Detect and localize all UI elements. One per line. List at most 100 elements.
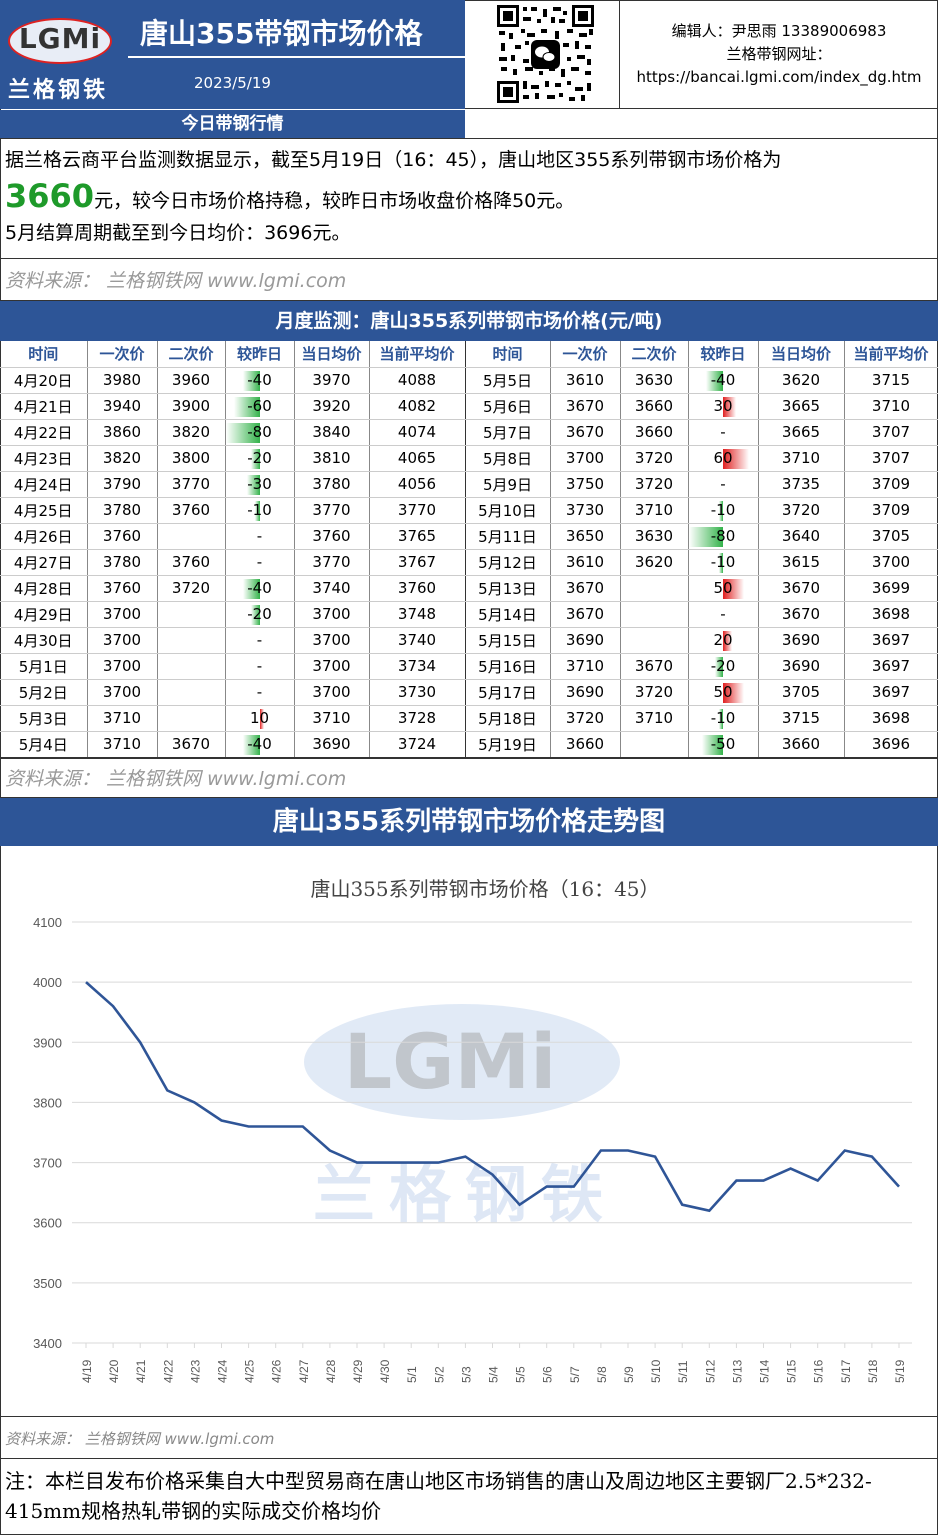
table-cell: 3665 [758, 393, 845, 420]
decrease-bar [246, 474, 260, 495]
table-cell [157, 601, 226, 628]
column-header: 当日均价 [758, 341, 845, 368]
source-note: 资料来源： 兰格钢铁网 www.lgmi.com [5, 270, 347, 292]
change-value: 20 [713, 631, 733, 649]
column-header: 一次价 [550, 341, 621, 368]
table-cell [157, 523, 226, 550]
change-cell: - [688, 471, 759, 498]
y-tick-label: 3400 [33, 1336, 62, 1351]
x-tick-label: 4/27 [297, 1359, 311, 1383]
table-cell: 3860 [87, 419, 158, 446]
change-value: -10 [247, 501, 272, 519]
table-cell [620, 731, 689, 758]
decrease-bar [689, 526, 723, 547]
today-summary: 据兰格云商平台监测数据显示，截至5月19日（16：45），唐山地区355系列带钢… [5, 144, 930, 249]
table-cell: 5月8日 [465, 445, 551, 472]
y-tick-label: 3600 [33, 1216, 62, 1231]
price-trend-chart: 唐山355系列带钢市场价格（16：45） LGMi 兰格钢铁 3400 3500 3… [33, 877, 912, 1383]
table-cell: 5月1日 [0, 653, 88, 680]
table-cell: 3760 [157, 497, 226, 524]
table-row: 4月20日 3980 3960 -40 3970 4088 5月5日 3610 3630 -40 3… [0, 367, 938, 394]
header-separator [619, 0, 620, 109]
column-header: 较昨日 [688, 341, 759, 368]
table-row: 5月2日 3700-3700 3730 5月17日 3690 3720 50 3705 3697 [0, 679, 938, 706]
table-cell: 3980 [87, 367, 158, 394]
column-header: 较昨日 [225, 341, 295, 368]
table-cell: 3735 [758, 471, 845, 498]
x-tick-label: 5/4 [487, 1366, 501, 1383]
change-value: -40 [247, 735, 272, 753]
table-cell [620, 575, 689, 602]
table-cell: 3730 [550, 497, 621, 524]
y-tick-label: 3700 [33, 1156, 62, 1171]
change-value: 50 [713, 579, 733, 597]
x-tick-label: 4/26 [270, 1359, 284, 1383]
table-cell: 3640 [758, 523, 845, 550]
table-cell: 3709 [844, 471, 938, 498]
change-cell: -10 [688, 549, 759, 576]
table-cell: 3700 [294, 601, 370, 628]
table-cell: 5月5日 [465, 367, 551, 394]
change-value: - [256, 527, 263, 545]
table-cell: 3707 [844, 445, 938, 472]
column-header: 当前平均价 [369, 341, 466, 368]
site-url-link[interactable]: https://bancai.lgmi.com/index_dg.htm [636, 68, 922, 86]
table-cell: 3620 [758, 367, 845, 394]
change-cell: - [225, 523, 295, 550]
table-cell: 3630 [620, 367, 689, 394]
header-banner: LGMi 兰格钢铁 唐山355带钢市场价格 2023/5/19 [0, 0, 465, 109]
x-tick-label: 4/28 [324, 1359, 338, 1383]
table-cell: 3615 [758, 549, 845, 576]
table-cell: 4月22日 [0, 419, 88, 446]
table-row: 4月23日 3820 3800 -20 3810 4065 5月8日 3700 3720 60 37… [0, 445, 938, 472]
table-cell: 5月3日 [0, 705, 88, 732]
table-cell: 3710 [294, 705, 370, 732]
table-cell: 3700 [87, 627, 158, 654]
table-cell: 3670 [550, 419, 621, 446]
table-cell: 3696 [844, 731, 938, 758]
table-cell: 3960 [157, 367, 226, 394]
change-cell: -40 [688, 367, 759, 394]
change-value: 30 [713, 397, 733, 415]
divider [0, 258, 938, 259]
change-value: -80 [247, 423, 272, 441]
logo-cn: 兰格钢铁 [8, 77, 109, 103]
x-tick-label: 5/8 [595, 1366, 609, 1383]
table-cell: 3665 [758, 419, 845, 446]
table-cell: 4月26日 [0, 523, 88, 550]
table-cell: 3715 [844, 367, 938, 394]
table-cell: 3630 [620, 523, 689, 550]
change-cell: -10 [688, 497, 759, 524]
today-price: 3660 [5, 177, 95, 215]
table-cell: 3670 [758, 601, 845, 628]
table-row: 4月21日 3940 3900 -60 3920 4082 5月6日 3670 3660 30 36… [0, 393, 938, 420]
x-tick-label: 5/18 [866, 1359, 880, 1383]
today-section-title: 今日带钢行情 [0, 110, 465, 138]
table-cell: 5月11日 [465, 523, 551, 550]
increase-bar [723, 448, 749, 469]
table-cell: 3700 [87, 601, 158, 628]
decrease-bar [718, 552, 723, 573]
table-cell: 5月15日 [465, 627, 551, 654]
table-cell: 5月13日 [465, 575, 551, 602]
decrease-bar [714, 656, 723, 677]
change-cell: -80 [225, 419, 295, 446]
table-cell: 3660 [620, 393, 689, 420]
change-cell: - [225, 549, 295, 576]
table-cell: 3770 [294, 549, 370, 576]
table-row: 4月27日 3780 3760 - 3770 3767 5月12日 3610 3620 -10 36… [0, 549, 938, 576]
column-header: 二次价 [157, 341, 226, 368]
change-value: - [720, 475, 726, 493]
table-cell: 3760 [87, 523, 158, 550]
change-value: 50 [713, 683, 733, 701]
table-cell: 3670 [620, 653, 689, 680]
table-cell: 5月7日 [465, 419, 551, 446]
table-cell: 3970 [294, 367, 370, 394]
decrease-bar [718, 708, 723, 729]
table-cell: 3765 [369, 523, 466, 550]
change-value: -60 [247, 397, 272, 415]
x-tick-label: 5/3 [459, 1366, 473, 1383]
change-value: -40 [710, 371, 736, 389]
change-cell: -10 [225, 497, 295, 524]
change-cell: -80 [688, 523, 759, 550]
